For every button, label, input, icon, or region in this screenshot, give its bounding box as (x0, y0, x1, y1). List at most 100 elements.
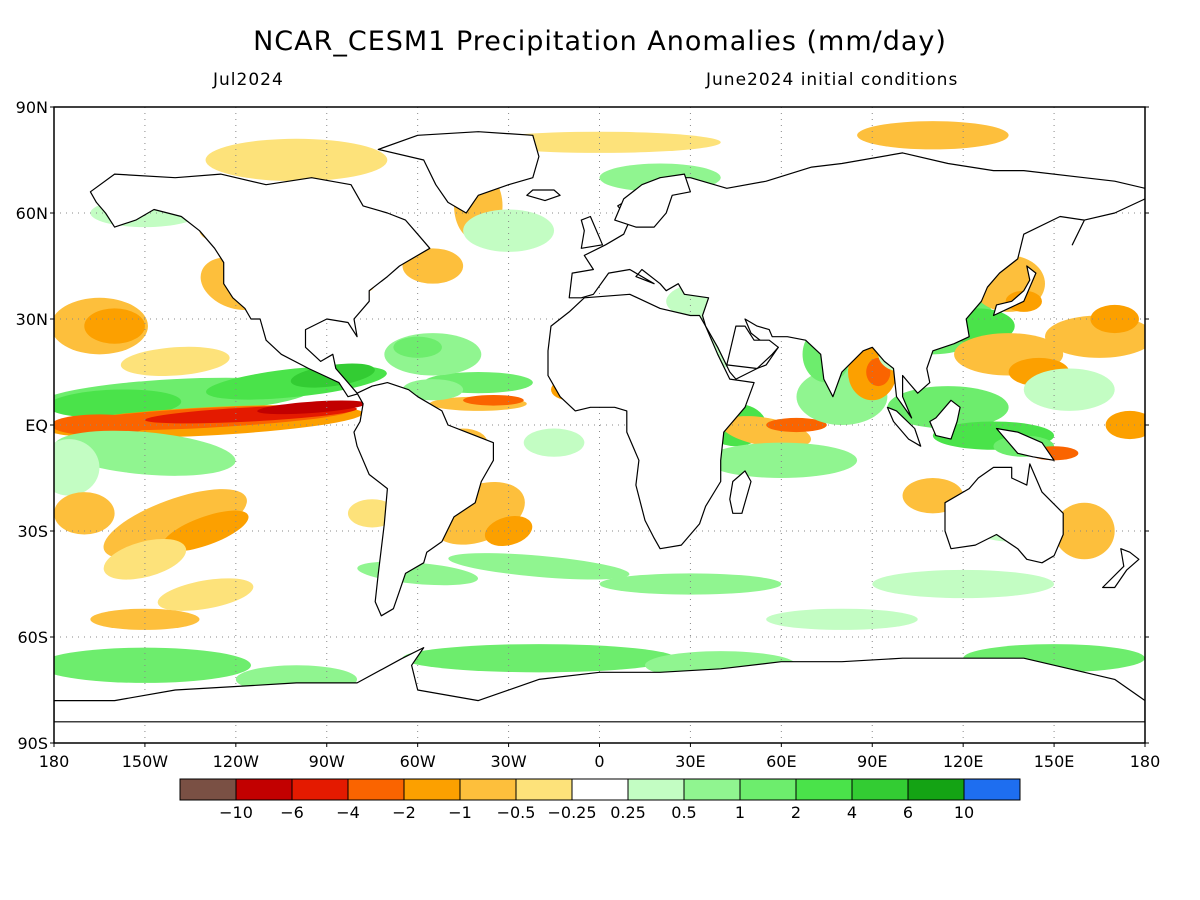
landmass-madagascar (729, 470, 752, 514)
colorbar-swatch (291, 778, 349, 801)
lon-tick-label: 60E (766, 752, 796, 771)
colorbar-label: 1 (735, 803, 745, 822)
anomaly-blob (54, 647, 251, 683)
colorbar-label: 10 (954, 803, 974, 822)
landmass-british-isles (580, 215, 604, 249)
colorbar: −10 −6 −4 −2 −1 −0.5 −0.25 0.25 0.5 1 2 4 6 10 (179, 778, 1021, 822)
colorbar-label: −1 (448, 803, 472, 822)
anomaly-blob (120, 346, 230, 377)
colorbar-swatch (179, 778, 237, 801)
colorbar-swatch (739, 778, 797, 801)
lat-tick-label: 30S (17, 522, 48, 541)
anomaly-blob (103, 489, 247, 559)
valid-month-label: Jul2024 (213, 70, 284, 90)
anomaly-blob (478, 131, 721, 153)
colorbar-swatch (347, 778, 405, 801)
lon-tick-label: 30E (675, 752, 705, 771)
anomaly-blob (705, 442, 858, 479)
anomaly-blob (90, 608, 200, 630)
colorbar-label: −0.5 (497, 803, 536, 822)
lon-tick-label: 180 (1130, 752, 1161, 771)
landmass-antarctica (54, 646, 1145, 723)
continents (54, 131, 1145, 723)
colorbar-swatch (571, 778, 629, 801)
anomaly-blob (448, 553, 630, 580)
lon-tick-label: 120W (213, 752, 260, 771)
colorbar-swatch (683, 778, 741, 801)
anomaly-blob (205, 138, 388, 182)
map-title: NCAR_CESM1 Precipitation Anomalies (mm/d… (253, 26, 947, 57)
anomaly-blob (84, 308, 145, 344)
anomaly-blob (103, 538, 187, 580)
anomaly-blob (402, 644, 676, 673)
colorbar-label: −6 (280, 803, 304, 822)
lon-tick-label: 30W (490, 752, 526, 771)
colorbar-swatch (515, 778, 573, 801)
lat-tick-label: 60N (16, 204, 48, 223)
landmass-japan (992, 265, 1037, 317)
map-plot-area (54, 107, 1145, 743)
lon-tick-label: 90E (857, 752, 887, 771)
landmass-sumatra (886, 406, 922, 447)
lon-tick-label: 120E (943, 752, 984, 771)
anomaly-blob (872, 569, 1055, 599)
landmass-arabia-cap (726, 325, 779, 370)
lat-tick-label: 60S (17, 628, 48, 647)
colorbar-label: 2 (791, 803, 801, 822)
anomaly-blob (162, 510, 249, 552)
lon-tick-label: 150E (1034, 752, 1075, 771)
anomaly-blob (484, 515, 533, 547)
anomaly-blob (1054, 502, 1115, 560)
lat-tick-label: 30N (16, 310, 48, 329)
colorbar-swatch (403, 778, 461, 801)
lat-tick-label: 90N (16, 98, 48, 117)
anomaly-blob (599, 573, 782, 595)
anomaly-blob (1023, 368, 1115, 411)
colorbar-swatch (459, 778, 517, 801)
colorbar-swatch (627, 778, 685, 801)
landmass-greenland (377, 131, 540, 214)
anomaly-blob (857, 121, 1009, 150)
landmass-scandinavia (614, 173, 692, 228)
anomaly-blob (54, 492, 115, 535)
colorbar-swatch (907, 778, 965, 801)
colorbar-label: −4 (336, 803, 360, 822)
anomaly-blob (766, 608, 918, 630)
landmass-borneo (929, 399, 961, 440)
anomaly-blob (463, 394, 524, 406)
colorbar-label: 0.25 (610, 803, 646, 822)
landmass-eurasia (568, 152, 1145, 419)
colorbar-label: 4 (847, 803, 857, 822)
colorbar-swatch (235, 778, 293, 801)
anomaly-blob (157, 578, 254, 611)
landmass-iceland (526, 189, 561, 202)
anomaly-blob (766, 417, 827, 433)
anomaly-blob (523, 428, 585, 457)
anomaly-blob (54, 414, 148, 436)
anomaly-blob (54, 430, 236, 476)
anomaly-blob (463, 209, 555, 252)
landmass-africa (547, 293, 755, 550)
lon-tick-label: 60W (400, 752, 436, 771)
anomaly-blob (54, 389, 182, 419)
colorbar-label: 0.5 (671, 803, 696, 822)
landmass-south-america (353, 382, 494, 617)
colorbar-label: −2 (392, 803, 416, 822)
anomaly-blob (402, 379, 464, 401)
anomaly-blob (1105, 410, 1145, 440)
anomaly-blob (257, 400, 367, 415)
init-conditions-label: June2024 initial conditions (706, 70, 959, 90)
lat-tick-label: EQ (25, 416, 48, 435)
landmass-australia (944, 463, 1064, 564)
lon-tick-label: 180 (39, 752, 70, 771)
lon-tick-label: 90W (309, 752, 345, 771)
lat-tick-label: 90S (17, 734, 48, 753)
anomaly-blob (1090, 304, 1139, 334)
landmass-new-zealand (1101, 548, 1140, 589)
colorbar-swatch (851, 778, 909, 801)
colorbar-label: −0.25 (547, 803, 596, 822)
anomaly-blob (54, 439, 100, 496)
lon-tick-label: 0 (594, 752, 604, 771)
